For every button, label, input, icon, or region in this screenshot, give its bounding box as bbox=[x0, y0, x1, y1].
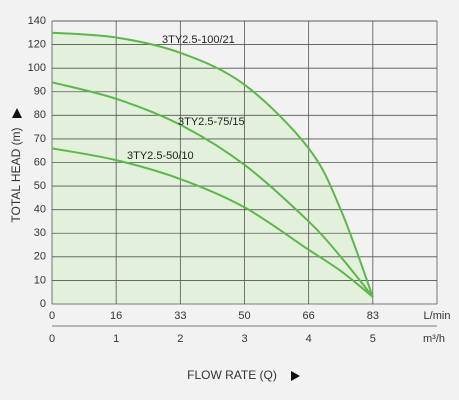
top-tick-label: 50 bbox=[238, 310, 250, 322]
series-label: 3TY2.5-75/15 bbox=[178, 116, 245, 128]
y-arrow bbox=[12, 108, 22, 118]
y-tick-label: 10 bbox=[34, 274, 46, 286]
top-tick-label: 83 bbox=[367, 310, 379, 322]
x-arrow bbox=[291, 371, 300, 381]
y-tick-label: 40 bbox=[34, 204, 46, 216]
x-tick-label: 0 bbox=[49, 333, 55, 345]
y-tick-label: 90 bbox=[34, 86, 46, 98]
y-tick-label: 140 bbox=[28, 15, 46, 27]
y-axis-label: TOTAL HEAD (m) bbox=[9, 127, 23, 222]
y-tick-label: 60 bbox=[34, 156, 46, 168]
y-tick-label: 30 bbox=[34, 227, 46, 239]
top-tick-label: 16 bbox=[110, 310, 122, 322]
x-axis-label: FLOW RATE (Q) bbox=[187, 368, 277, 382]
y-tick-label: 50 bbox=[34, 180, 46, 192]
curve bbox=[51, 31, 374, 298]
top-tick-label: 33 bbox=[174, 310, 186, 322]
curve bbox=[51, 81, 374, 298]
x-tick-label: 1 bbox=[113, 333, 119, 345]
top-tick-label: 66 bbox=[303, 310, 315, 322]
y-tick-label: 70 bbox=[34, 133, 46, 145]
top-unit: L/min bbox=[424, 310, 451, 322]
x-tick-label: 3 bbox=[241, 333, 247, 345]
x-tick-label: 5 bbox=[370, 333, 376, 345]
series-label: 3TY2.5-100/21 bbox=[162, 34, 235, 46]
x-unit: m³/h bbox=[423, 333, 445, 345]
series-label: 3TY2.5-50/10 bbox=[127, 150, 194, 162]
y-tick-label: 0 bbox=[40, 298, 46, 310]
top-tick-label: 0 bbox=[49, 310, 55, 322]
y-tick-label: 100 bbox=[28, 62, 46, 74]
x-tick-label: 2 bbox=[177, 333, 183, 345]
x-tick-label: 4 bbox=[306, 333, 312, 345]
y-tick-label: 120 bbox=[28, 38, 46, 50]
area bbox=[52, 32, 373, 305]
y-tick-label: 80 bbox=[34, 109, 46, 121]
y-tick-label: 20 bbox=[34, 251, 46, 263]
curve bbox=[51, 147, 374, 298]
